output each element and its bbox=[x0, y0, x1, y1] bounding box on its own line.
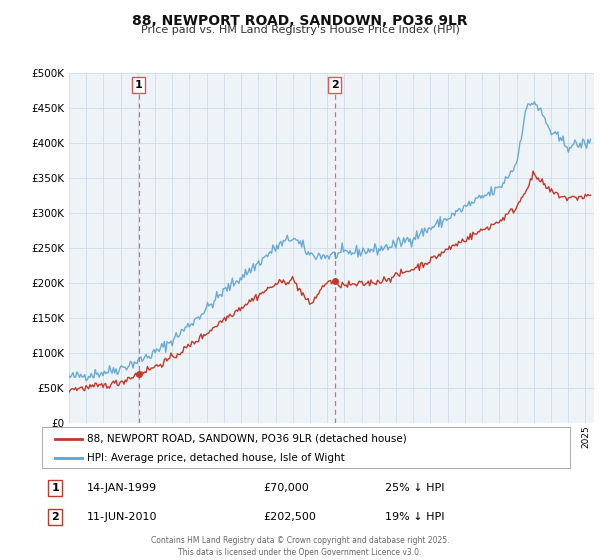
Text: 88, NEWPORT ROAD, SANDOWN, PO36 9LR: 88, NEWPORT ROAD, SANDOWN, PO36 9LR bbox=[132, 14, 468, 28]
Text: £70,000: £70,000 bbox=[264, 483, 310, 493]
Text: 2: 2 bbox=[331, 80, 338, 90]
Text: 25% ↓ HPI: 25% ↓ HPI bbox=[385, 483, 445, 493]
Text: HPI: Average price, detached house, Isle of Wight: HPI: Average price, detached house, Isle… bbox=[87, 452, 344, 463]
Text: 88, NEWPORT ROAD, SANDOWN, PO36 9LR (detached house): 88, NEWPORT ROAD, SANDOWN, PO36 9LR (det… bbox=[87, 433, 407, 444]
Text: 1: 1 bbox=[134, 80, 142, 90]
Text: Contains HM Land Registry data © Crown copyright and database right 2025.
This d: Contains HM Land Registry data © Crown c… bbox=[151, 536, 449, 557]
Text: Price paid vs. HM Land Registry's House Price Index (HPI): Price paid vs. HM Land Registry's House … bbox=[140, 25, 460, 35]
Text: 2: 2 bbox=[52, 512, 59, 522]
Text: 1: 1 bbox=[52, 483, 59, 493]
Text: 11-JUN-2010: 11-JUN-2010 bbox=[87, 512, 157, 522]
Text: 14-JAN-1999: 14-JAN-1999 bbox=[87, 483, 157, 493]
Text: 19% ↓ HPI: 19% ↓ HPI bbox=[385, 512, 445, 522]
Text: £202,500: £202,500 bbox=[264, 512, 317, 522]
